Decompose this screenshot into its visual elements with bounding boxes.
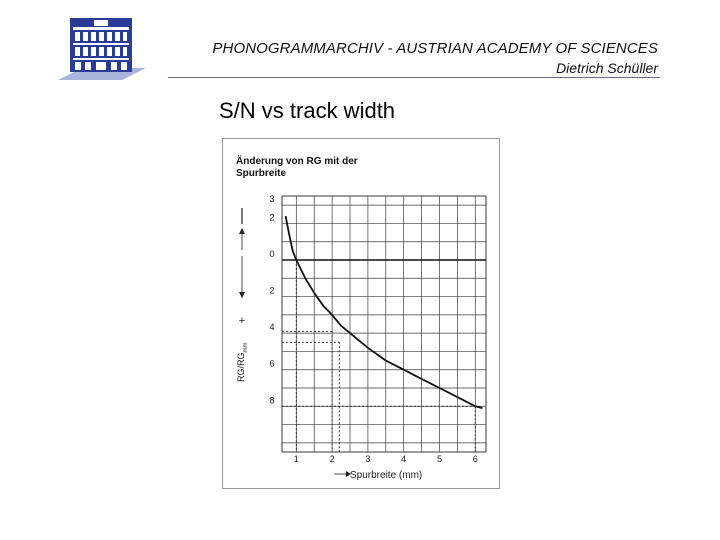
- chart-ylabel-main: RG/RG: [236, 352, 246, 382]
- chart-xlabel: Spurbreite (mm): [350, 470, 422, 481]
- y-annot-arrowhead-up: [239, 228, 245, 234]
- x-tick-label: 2: [330, 454, 335, 464]
- header-title: PHONOGRAMMARCHIV - AUSTRIAN ACADEMY OF S…: [212, 40, 658, 57]
- chart-ticks: 3 2 0 2 4 6 8 1 2 3 4 5 6: [269, 194, 478, 477]
- y-tick-label: 2: [269, 212, 274, 222]
- xlabel-arrowhead: [346, 471, 351, 477]
- x-tick-label: 1: [294, 454, 299, 464]
- chart-ylabel: RG/RGmm: [236, 342, 249, 382]
- x-tick-label: 4: [401, 454, 406, 464]
- chart-y-annotations: +–: [239, 208, 245, 327]
- header-author: Dietrich Schüller: [556, 60, 658, 76]
- series-line: [284, 215, 483, 409]
- y-tick-label: 4: [269, 322, 274, 332]
- y-annot-plus: +: [239, 315, 245, 327]
- chart-series: [284, 215, 483, 409]
- plot-border: [281, 195, 487, 453]
- chart-title-line1: Änderung von RG mit der: [236, 154, 358, 167]
- slide-title: S/N vs track width: [219, 98, 396, 123]
- x-tick-label: 5: [437, 454, 442, 464]
- academy-logo: [58, 18, 146, 80]
- chart-reference-lines: [282, 259, 476, 452]
- chart-ylabel-sub: mm: [243, 342, 249, 352]
- y-tick-label: 6: [269, 359, 274, 369]
- x-tick-label: 3: [365, 454, 370, 464]
- chart-frame: [222, 138, 500, 489]
- header-divider: [168, 77, 660, 78]
- chart-title-line2: Spurbreite: [236, 168, 286, 179]
- y-tick-label: 0: [269, 249, 274, 259]
- y-tick-label: 2: [269, 286, 274, 296]
- x-tick-label: 6: [473, 454, 478, 464]
- y-annot-arrowhead-down: [239, 292, 245, 298]
- y-tick-label: 8: [269, 395, 274, 405]
- chart-figure: Änderung von RG mit der Spurbreite 3 2 0 2 4…: [222, 138, 500, 489]
- y-tick-label: 3: [269, 194, 274, 204]
